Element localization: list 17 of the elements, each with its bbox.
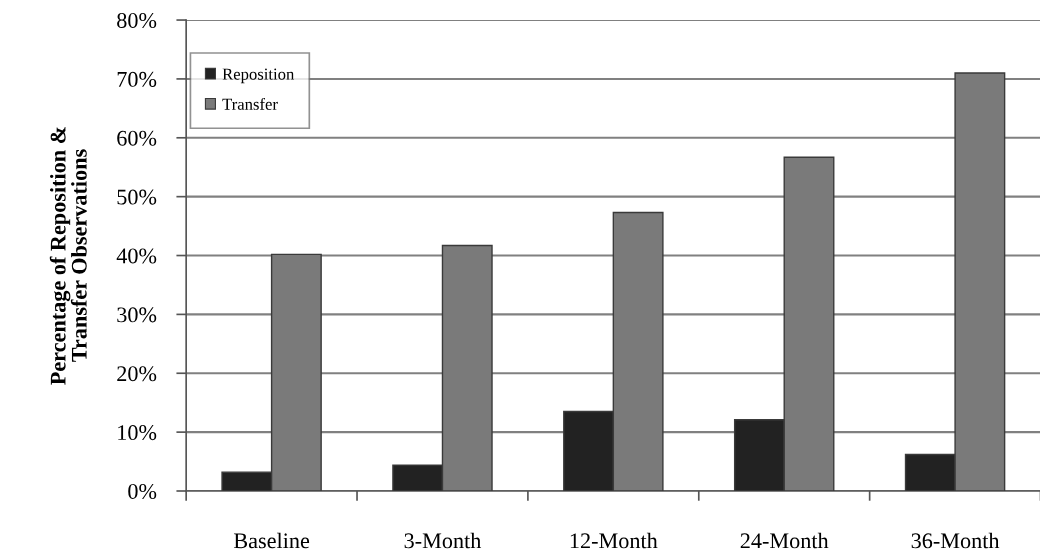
y-tick-label: 70% xyxy=(117,71,157,87)
y-tick-label: 50% xyxy=(117,189,157,205)
x-tick-label: 12-Month xyxy=(570,532,658,549)
y-axis-title: Percentage of Reposition & Transfer Observations xyxy=(49,126,87,385)
y-tick-label: 10% xyxy=(118,425,157,441)
y-tick-label: 0% xyxy=(128,483,157,499)
x-tick-label: Baseline xyxy=(233,532,310,549)
x-tick-label: 24-Month xyxy=(740,532,829,549)
y-tick-label: 80% xyxy=(117,12,157,29)
legend-label: Transfer xyxy=(222,97,278,110)
legend-label: Reposition xyxy=(222,68,295,84)
x-tick-label: 36-Month xyxy=(911,532,1000,549)
y-tick-label: 30% xyxy=(117,307,157,323)
y-tick-label: 60% xyxy=(117,130,157,146)
y-tick-label: 40% xyxy=(116,248,157,264)
x-tick-label: 3-Month xyxy=(404,532,482,549)
y-tick-label: 20% xyxy=(117,366,157,382)
